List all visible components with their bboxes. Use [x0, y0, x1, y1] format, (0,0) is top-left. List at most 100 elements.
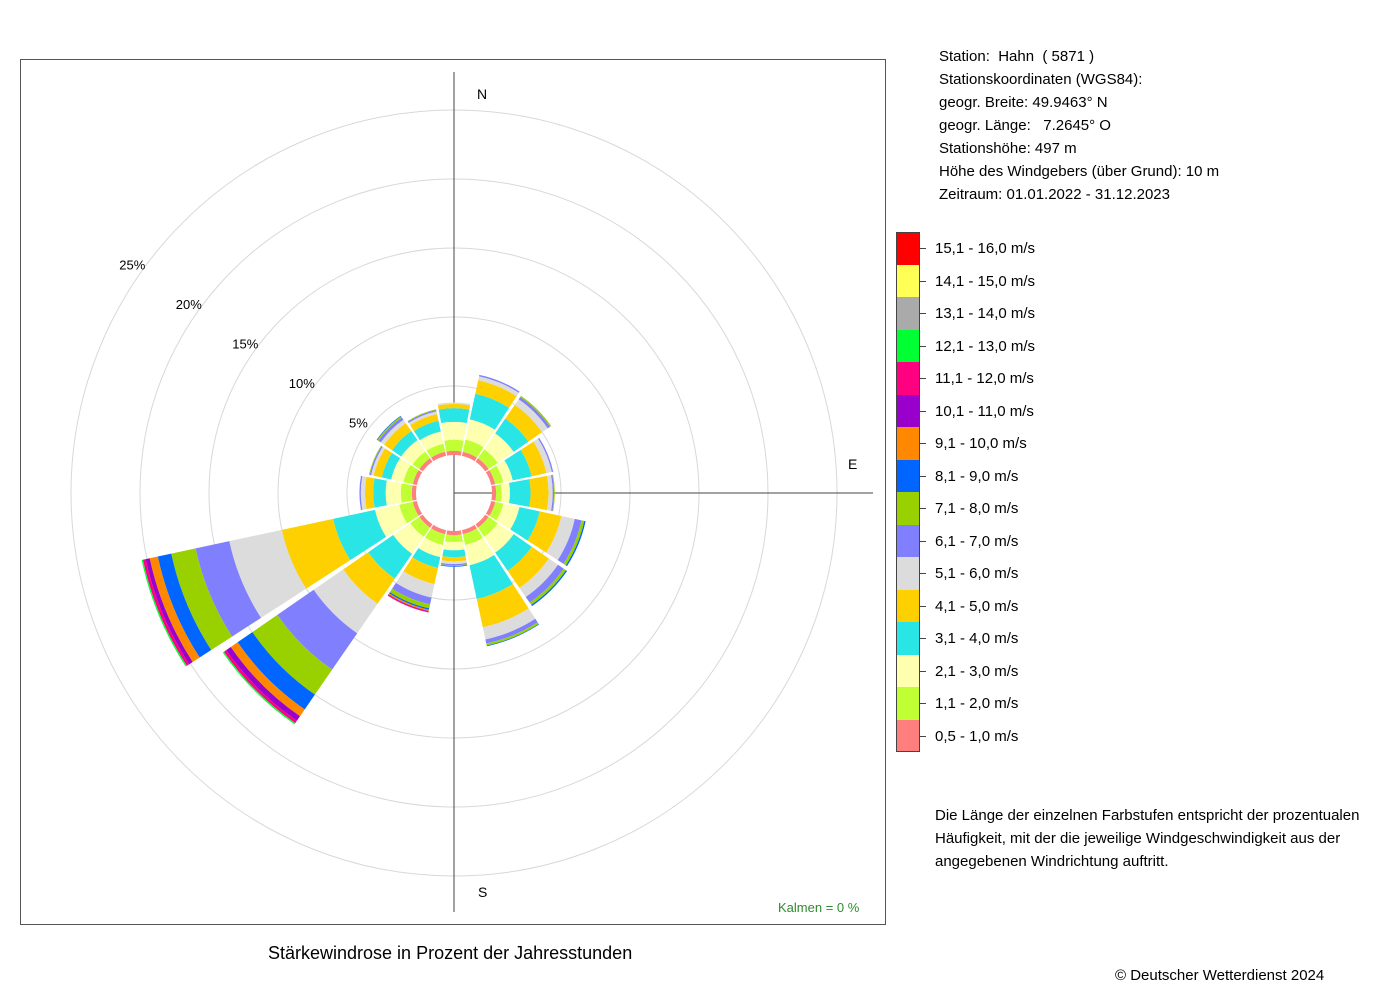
station-info: Station: Hahn ( 5871 ) Stationskoordinat…: [939, 45, 1219, 206]
petal-segment-SSE-3: [469, 555, 513, 599]
petal-segment-ESE-8: [565, 520, 586, 567]
petal-segment-NNW-2: [419, 431, 444, 451]
petal-segment-SSE-6: [485, 618, 538, 644]
petal-segment-N-4: [437, 403, 471, 410]
petal-segment-SSE-1: [462, 528, 483, 545]
petal-segment-WNW-7: [368, 445, 382, 475]
petal-segment-NE-4: [505, 404, 543, 442]
petal-segment-N-5: [437, 402, 471, 406]
petal-segment-WNW-3: [381, 452, 401, 480]
station-coords-header: Stationskoordinaten (WGS84):: [939, 71, 1143, 88]
petal-ENE: [485, 437, 554, 486]
legend-label: 15,1 - 16,0 m/s: [935, 240, 1036, 257]
petal-segment-E-2: [500, 482, 510, 504]
petal-segment-WSW-9: [149, 556, 200, 663]
petal-segment-NW-3: [392, 431, 418, 457]
petal-segment-SE-5: [519, 558, 558, 597]
petal-segment-NNE-1: [462, 439, 484, 458]
petal-segment-W-1: [400, 483, 413, 503]
legend-tick: [920, 378, 926, 379]
station-latitude: geogr. Breite: 49.9463° N: [939, 94, 1108, 111]
petal-segment-S-8: [440, 564, 468, 567]
ring-label: 15%: [232, 337, 258, 352]
petal-segment-SSE-4: [476, 584, 529, 628]
petal-segment-SW-5: [313, 569, 378, 634]
petal-segment-WNW-0: [412, 470, 423, 486]
petal-segment-SSW-6: [392, 582, 432, 605]
petal-segment-E-5: [547, 475, 553, 511]
petal-segment-NE-3: [495, 418, 529, 452]
legend-item: 12,1 - 13,0 m/s: [896, 329, 1196, 362]
petal-segment-E-0: [491, 485, 497, 501]
legend-swatch: [896, 589, 920, 622]
petal-segment-WSW-11: [142, 559, 190, 666]
petal-segment-SE-3: [495, 534, 532, 571]
legend-item: 9,1 - 10,0 m/s: [896, 427, 1196, 460]
legend-swatch: [896, 232, 920, 265]
petal-segment-E-7: [552, 474, 555, 512]
legend-tick: [920, 345, 926, 347]
legend-item: 1,1 - 2,0 m/s: [896, 687, 1196, 720]
calm-label: Kalmen = 0 %: [778, 900, 860, 915]
petal-segment-S-3: [442, 549, 466, 558]
petal-segment-S-4: [441, 556, 467, 562]
petal-segment-SSW-8: [389, 592, 430, 610]
petal-segment-W-4: [364, 476, 375, 510]
petal-segment-ENE-0: [485, 470, 496, 486]
petal-segment-ESE-5: [546, 516, 575, 561]
petal-ESE: [485, 500, 586, 567]
legend-item: 0,5 - 1,0 m/s: [896, 719, 1196, 752]
legend-label: 1,1 - 2,0 m/s: [935, 695, 1019, 712]
petal-segment-SSW-9: [388, 593, 429, 612]
compass-label-south: S: [478, 884, 488, 900]
legend-tick: [920, 638, 926, 639]
legend-swatch: [896, 459, 920, 492]
petal-segment-SSW-7: [389, 588, 431, 609]
petal-segment-NNE-5: [478, 376, 519, 397]
petal-segment-SSW-3: [412, 548, 441, 568]
legend-item: 11,1 - 12,0 m/s: [896, 362, 1196, 395]
legend-tick: [920, 280, 926, 282]
petal-segment-WSW-7: [171, 548, 233, 651]
legend-label: 6,1 - 7,0 m/s: [935, 532, 1019, 550]
petal-SW: [222, 514, 433, 725]
petal-segment-NW-6: [378, 417, 404, 443]
compass-label-north: N: [477, 86, 488, 102]
legend-tick: [920, 540, 926, 542]
petal-segment-SSW-2: [418, 537, 443, 558]
petal-segment-SW-4: [343, 552, 395, 604]
petal-segment-W-3: [373, 478, 387, 508]
petal-N: [437, 402, 471, 456]
petal-segment-S-6: [440, 562, 468, 566]
petal-segment-SSW-5: [395, 571, 435, 598]
legend-swatch: [896, 492, 920, 525]
petal-segment-ENE-4: [520, 441, 547, 477]
petal-segment-SSE-7: [486, 622, 539, 646]
legend-tick: [920, 248, 926, 249]
petal-segment-SW-6: [277, 589, 358, 670]
petal-segment-N-0: [446, 450, 462, 456]
petal-segment-SW-3: [368, 534, 413, 579]
station-elevation: Stationshöhe: 497 m: [939, 140, 1077, 157]
petal-segment-SW-2: [393, 523, 424, 554]
petal-segment-WSW-8: [157, 553, 212, 658]
petal-NNE: [461, 374, 520, 462]
petal-segment-SE-4: [507, 546, 549, 588]
petal-segment-E-3: [509, 479, 531, 507]
petal-segment-NNW-4: [410, 414, 439, 431]
petal-segment-SSE-2: [465, 537, 495, 566]
legend-item: 2,1 - 3,0 m/s: [896, 654, 1196, 687]
ring-label: 5%: [349, 416, 368, 431]
time-period: Zeitraum: 01.01.2022 - 31.12.2023: [939, 186, 1170, 203]
petal-segment-SSE-5: [482, 608, 536, 640]
legend-label: 9,1 - 10,0 m/s: [935, 435, 1027, 452]
legend-item: 7,1 - 8,0 m/s: [896, 492, 1196, 525]
petal-segment-SW-0: [419, 514, 433, 528]
ring-label: 25%: [119, 257, 145, 272]
legend-tick: [920, 410, 926, 412]
petal-segment-WSW-0: [412, 500, 423, 516]
petal-segment-NW-5: [380, 419, 406, 445]
petal-segment-NE-7: [520, 395, 552, 427]
petal-segment-SE-8: [531, 570, 568, 607]
legend-swatch: [896, 654, 920, 687]
